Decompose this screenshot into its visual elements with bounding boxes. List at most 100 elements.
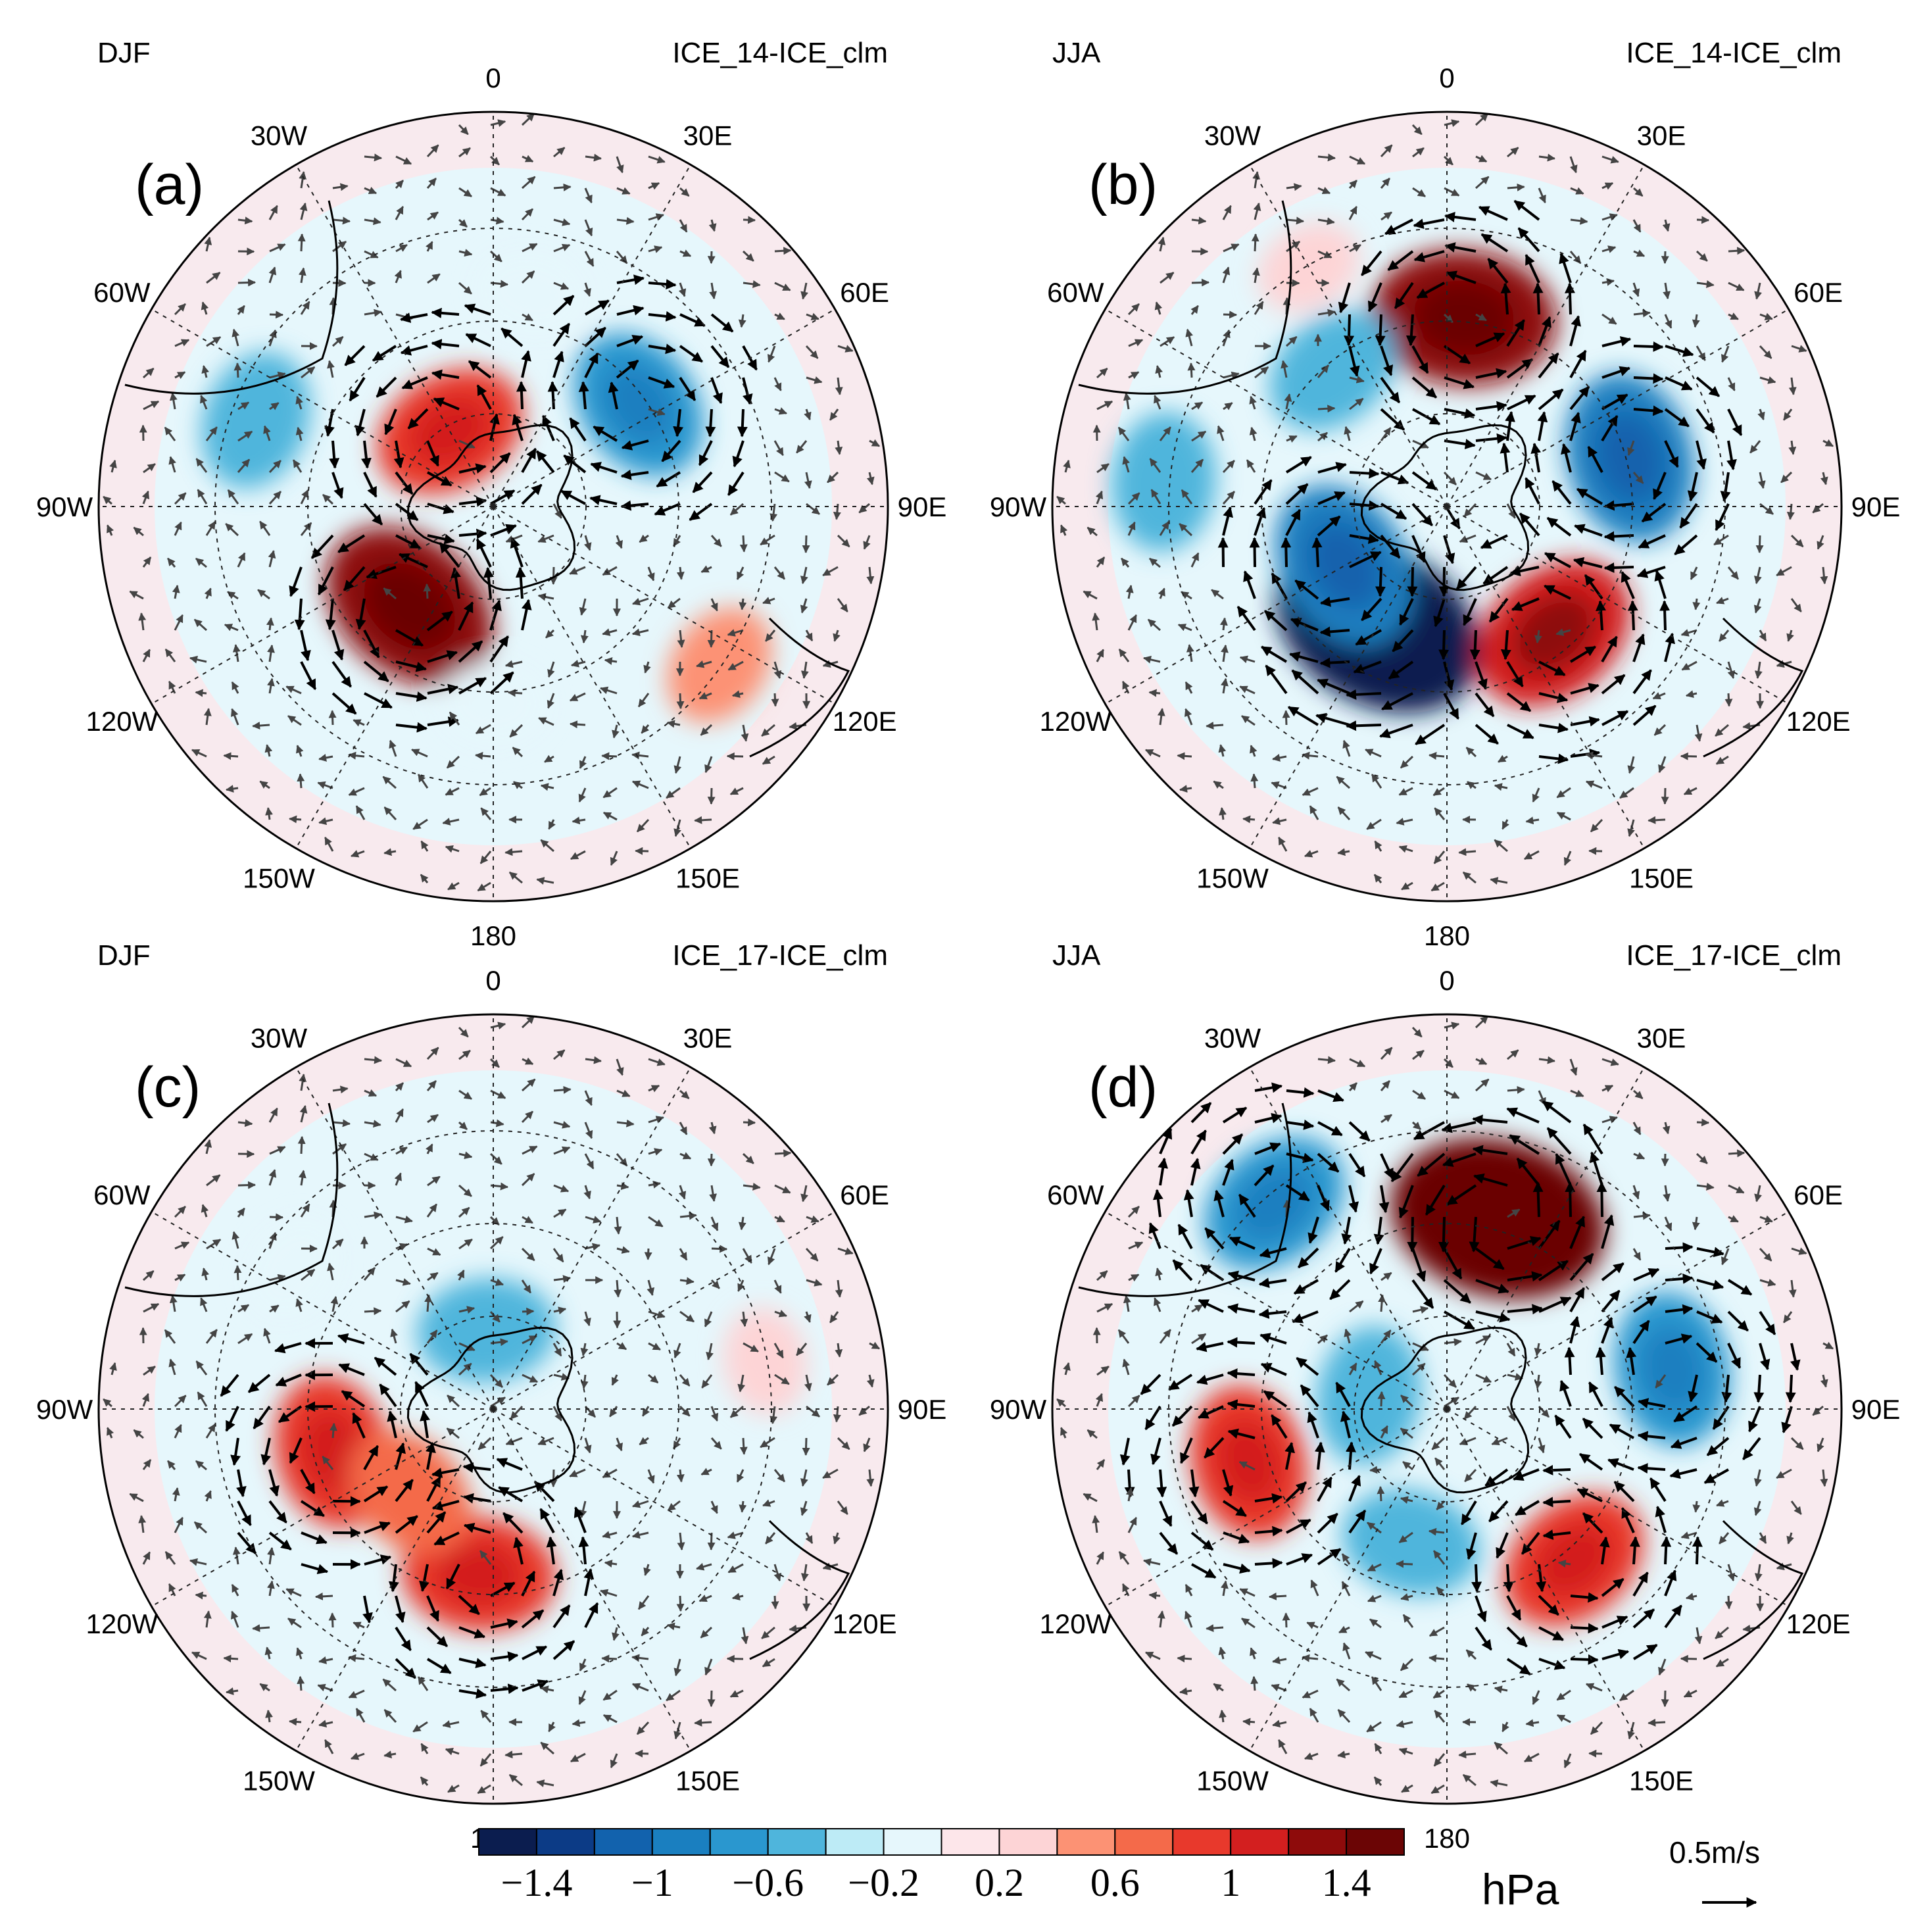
meridian	[493, 164, 691, 507]
wind-vector	[1380, 345, 1394, 376]
panel-b-map: 0 30E 60E 90E 120E 150E 180 150W 120W 90W 60W 30W	[990, 62, 1901, 951]
wind-vector	[1480, 233, 1509, 253]
wind-vector	[616, 274, 645, 285]
wind-vector	[569, 720, 586, 729]
wind-vector	[1428, 1654, 1445, 1662]
wind-vector	[322, 493, 334, 505]
panel-b-label: (b)	[1088, 153, 1158, 216]
wind-vector	[195, 458, 208, 473]
wind-vector	[353, 719, 365, 727]
wind-vector	[1348, 345, 1360, 377]
wind-vector	[552, 295, 575, 316]
wind-vector	[1458, 1750, 1477, 1759]
wind-vector	[193, 618, 207, 632]
wind-vector	[331, 472, 344, 499]
wind-vector	[732, 440, 745, 468]
wind-vector	[679, 345, 703, 363]
wind-vector	[621, 439, 649, 451]
wind-vector	[364, 153, 383, 162]
wind-vector	[774, 407, 787, 415]
wind-vector	[399, 312, 428, 323]
wind-vector	[769, 503, 778, 522]
meridian	[493, 309, 836, 507]
wind-vector	[761, 724, 775, 737]
wind-vector	[553, 218, 571, 226]
colorbar-tick-label: −0.6	[732, 1861, 804, 1904]
wind-vector	[204, 587, 212, 599]
wind-vector	[200, 395, 208, 410]
wind-vector	[648, 155, 666, 164]
wind-vector	[694, 1718, 712, 1727]
wind-vector	[563, 454, 587, 474]
wind-vector	[676, 1469, 685, 1483]
wind-vector	[1095, 490, 1104, 505]
wind-vector	[1633, 405, 1664, 416]
wind-vector	[468, 360, 492, 379]
longitude-label: 60W	[93, 1179, 151, 1210]
wind-vector	[1349, 155, 1366, 165]
wind-vector	[1475, 471, 1492, 481]
wind-vector	[167, 557, 176, 568]
wind-vector	[225, 523, 239, 537]
wind-vector	[1475, 332, 1505, 347]
wind-vector	[197, 489, 208, 505]
wind-vector	[615, 535, 623, 549]
wind-vector	[710, 377, 723, 405]
wind-vector	[1532, 1181, 1544, 1218]
wind-vector	[289, 1718, 302, 1726]
wind-vector	[343, 566, 366, 591]
wind-vector	[696, 660, 712, 668]
wind-vector	[569, 692, 586, 702]
wind-vector	[710, 345, 730, 368]
colorbar-ticks: −1.4 −1 −0.6 −0.2 0.2 0.6 1 1.4	[501, 1861, 1371, 1904]
wind-vector	[584, 251, 595, 267]
wind-vector	[1633, 341, 1664, 353]
south-america-coastline	[124, 200, 339, 395]
wind-vector	[426, 241, 433, 252]
wind-vector	[292, 459, 303, 473]
panel-a-coastline	[124, 200, 850, 758]
wind-vector	[252, 722, 270, 730]
wind-vector	[692, 471, 713, 493]
wind-vector	[616, 187, 631, 195]
wind-vector	[325, 598, 336, 631]
wind-vector	[737, 409, 748, 437]
wind-vector	[169, 392, 178, 410]
wind-vector	[1724, 693, 1733, 707]
wind-vector	[1380, 471, 1409, 485]
colorbar-swatch	[883, 1828, 942, 1856]
wind-vector	[299, 171, 307, 189]
wind-vector	[363, 630, 380, 658]
wind-vector	[800, 566, 808, 584]
wind-vector	[708, 219, 717, 232]
wind-vector	[1285, 456, 1312, 474]
wind-vector	[1679, 503, 1698, 529]
wind-vector	[1223, 371, 1240, 380]
wind-vector	[679, 249, 692, 257]
wind-vector	[1788, 440, 1797, 455]
wind-vector	[1759, 376, 1776, 384]
wind-vector	[1601, 278, 1615, 286]
wind-vector	[1443, 471, 1457, 485]
wind-vector	[489, 250, 502, 262]
wind-vector	[1286, 435, 1298, 443]
wind-vector	[805, 630, 814, 642]
longitude-label: 60E	[840, 277, 889, 308]
wind-vector	[547, 381, 558, 410]
longitude-label: 150W	[243, 1766, 315, 1796]
wind-vector	[458, 496, 487, 507]
wind-vector	[1348, 180, 1358, 189]
colorbar-swatch	[709, 1828, 769, 1856]
wind-vector	[1284, 393, 1292, 410]
longitude-label: 120W	[1039, 1608, 1111, 1639]
wind-vector	[616, 305, 645, 316]
wind-vector	[1513, 199, 1540, 221]
wind-vector	[383, 806, 397, 821]
longitude-label: 30W	[251, 120, 308, 151]
wind-vector	[426, 144, 439, 158]
longitude-label: 30E	[1637, 120, 1686, 151]
longitude-label: 180	[1424, 920, 1470, 951]
wind-vector	[479, 851, 492, 864]
wind-vector	[223, 1654, 239, 1663]
longitude-label: 90W	[36, 1394, 93, 1425]
